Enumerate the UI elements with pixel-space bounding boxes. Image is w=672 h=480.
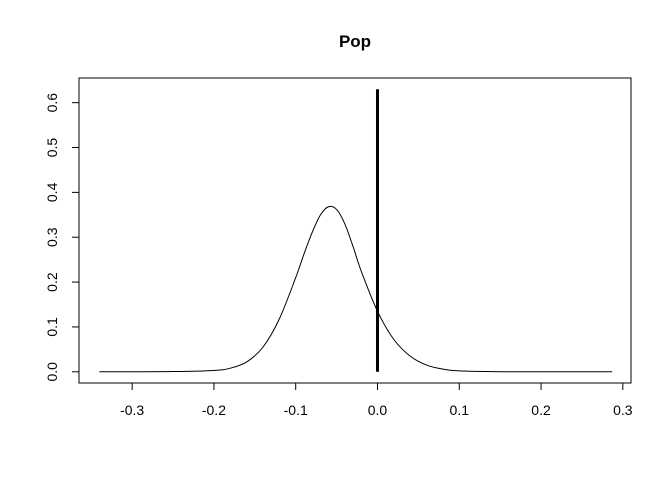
y-tick-label: 0.2 <box>44 272 60 292</box>
x-tick-label: 0.3 <box>613 402 633 418</box>
x-tick-label: -0.2 <box>202 402 226 418</box>
y-axis: 0.0 0.1 0.2 0.3 0.4 0.5 0.6 <box>44 93 80 382</box>
x-tick-label: 0.0 <box>368 402 388 418</box>
x-tick-label: -0.3 <box>120 402 144 418</box>
y-tick-label: 0.1 <box>44 317 60 337</box>
x-axis: -0.3 -0.2 -0.1 0.0 0.1 0.2 0.3 <box>120 382 633 418</box>
x-tick-label: 0.1 <box>450 402 470 418</box>
x-tick-label: -0.1 <box>284 402 308 418</box>
plot-frame <box>78 77 632 384</box>
density-curve <box>99 205 613 373</box>
y-tick-label: 0.3 <box>44 227 60 247</box>
chart-title: Pop <box>339 32 371 51</box>
series-layer <box>99 205 613 373</box>
y-tick-label: 0.0 <box>44 362 60 382</box>
x-tick-label: 0.2 <box>531 402 551 418</box>
y-tick-label: 0.5 <box>44 138 60 158</box>
y-tick-label: 0.6 <box>44 93 60 113</box>
y-tick-label: 0.4 <box>44 182 60 202</box>
